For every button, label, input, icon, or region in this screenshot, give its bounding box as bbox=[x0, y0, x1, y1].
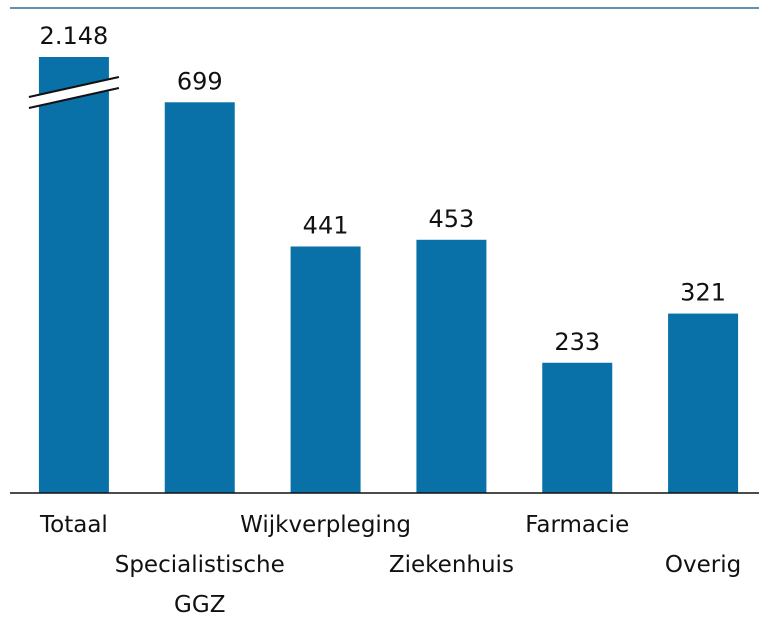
category-label: Specialistische GGZ bbox=[114, 552, 285, 617]
bar bbox=[542, 362, 613, 493]
value-label: 2.148 bbox=[40, 22, 109, 50]
category-label: Wijkverpleging bbox=[240, 512, 412, 538]
axis-break-line bbox=[28, 87, 120, 109]
category-label: Ziekenhuis bbox=[388, 552, 514, 578]
bar bbox=[290, 246, 361, 493]
category-label: Overig bbox=[664, 552, 742, 578]
value-label: 699 bbox=[177, 67, 223, 95]
bar bbox=[164, 102, 235, 494]
category-label: Farmacie bbox=[525, 512, 630, 538]
value-label: 453 bbox=[429, 205, 475, 233]
bar bbox=[38, 57, 109, 493]
value-label: 233 bbox=[554, 328, 600, 356]
bar bbox=[416, 239, 487, 493]
value-label: 321 bbox=[680, 279, 726, 307]
category-label: Totaal bbox=[40, 512, 108, 538]
axis-break-line bbox=[28, 76, 120, 98]
value-label: 441 bbox=[303, 211, 349, 239]
axis-break bbox=[28, 77, 119, 108]
bar bbox=[668, 313, 739, 493]
